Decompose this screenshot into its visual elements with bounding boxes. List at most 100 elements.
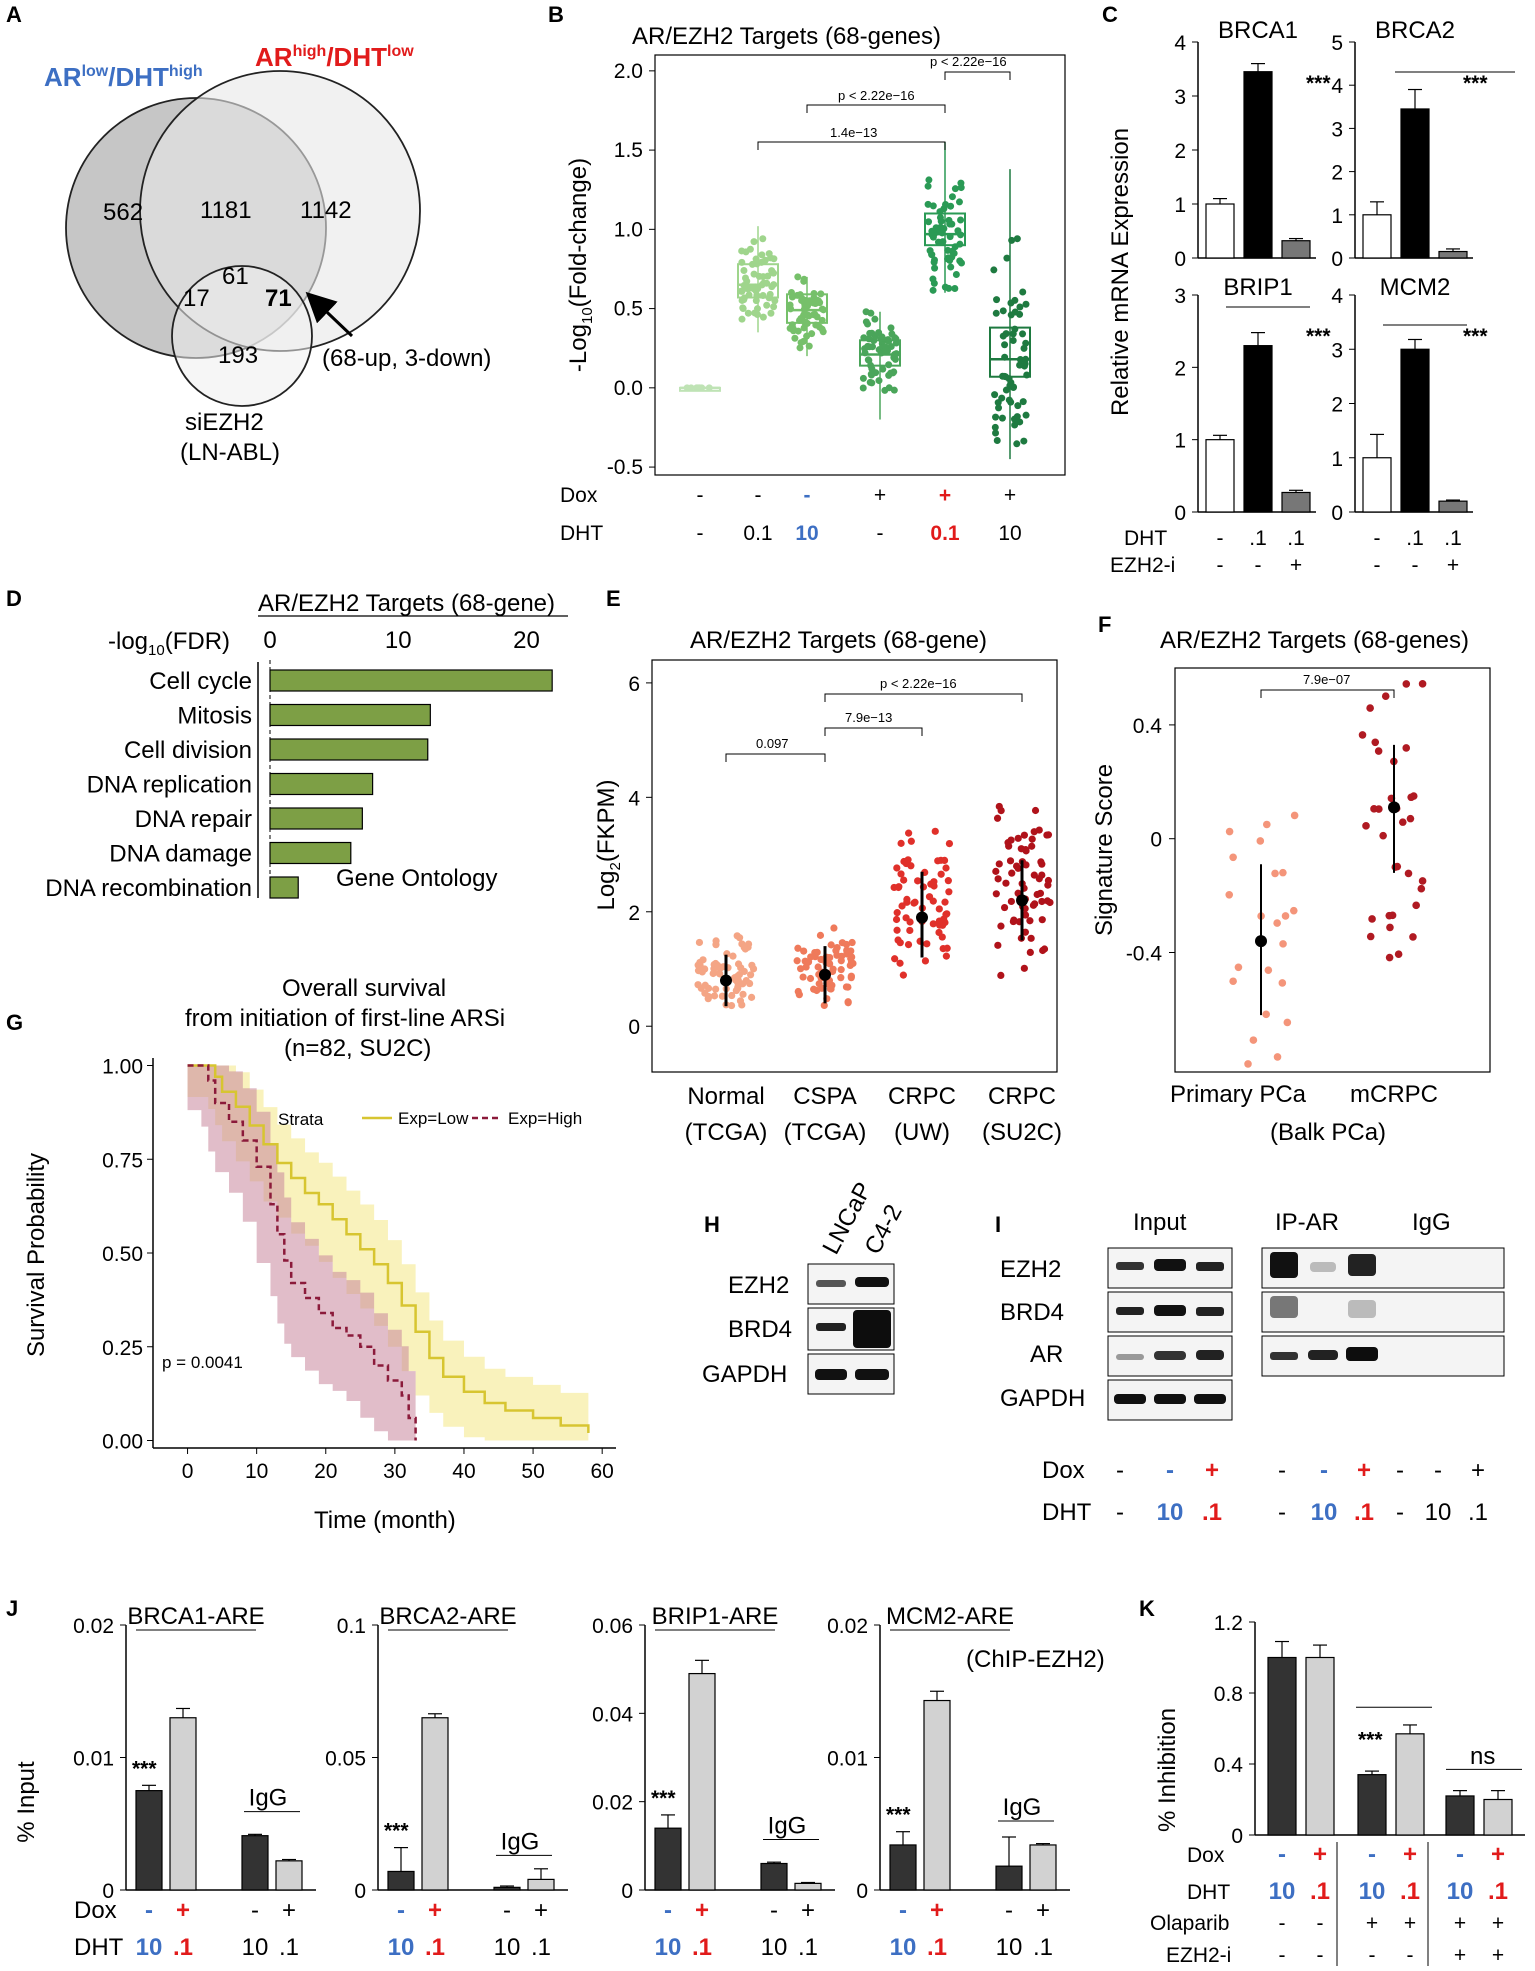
box-point [937,217,945,225]
panel-i-dht-label: 10 [1311,1499,1338,1526]
panel-j-ytick-label: 0.02 [592,1792,633,1815]
band-i-input-gapdh-3 [1194,1394,1226,1404]
panel-d-bar [269,876,299,899]
panel-f-points [1225,680,1427,1068]
panel-e-point [945,840,954,848]
panel-f-point [1262,1010,1270,1019]
box-point [770,255,778,263]
panel-f-point [1379,831,1387,840]
panel-c-gene-title: BRIP1 [1223,274,1292,301]
panel-e-point [1037,858,1045,866]
panel-k-ezh2i-label: + [1454,1944,1466,1967]
band-i-input-gapdh-1 [1114,1394,1146,1404]
venn-count-71: 71 [265,285,292,312]
band-i-ip-brd4-1 [1270,1296,1298,1318]
panel-f-point [1279,940,1287,948]
panel-e-point [1035,875,1043,883]
panel-j-dht-label: .1 [692,1934,712,1961]
panel-j-bar [794,1882,822,1891]
panel-g-title-2: from initiation of first-line ARSi [185,1005,505,1032]
panel-k-plot: 0 0.4 0.8 1.2 *** ns [1214,1612,1525,1848]
panel-e-point [830,924,838,932]
panel-e-point [940,856,949,865]
panel-c-dht-label: - [1374,527,1381,550]
panel-c-ytick-label: 1 [1174,194,1186,217]
panel-e-point [927,880,935,888]
panel-e-point [747,993,756,1001]
panel-e-point [701,965,709,973]
panel-d-category-label: Cell division [124,737,252,764]
panel-e-point [799,973,807,981]
box-point [944,246,952,254]
panel-k-row-dht: DHT [1187,1881,1230,1904]
panel-e-point [1044,831,1053,839]
panel-b-dht-label: 10 [795,522,818,545]
panel-e-point [910,899,918,907]
panel-b-dox-label: + [939,484,951,507]
panel-f-bracket [1260,689,1395,698]
panel-c-ytick-label: 0 [1331,502,1343,525]
panel-g-axes: 0.00 0.25 0.50 0.75 1.00 0 10 20 30 40 50 60 [102,1056,616,1483]
panel-e-point [739,990,747,998]
panel-c-bar [1400,108,1430,259]
panel-j-sig: *** [384,1820,409,1843]
panel-i-dht-label: 10 [1425,1499,1452,1526]
panel-c-ezh2i-label: - [1217,554,1224,577]
panel-j-subplot-0: 00.010.02 BRCA1-ARE-10+.1-10+.1***IgG [73,1603,316,1961]
panel-e-point [1006,857,1015,865]
panel-e-point [740,967,748,976]
panel-b: B AR/EZH2 Targets (68-genes) -Log10(Fold… [548,2,1066,545]
panel-b-bracket-3 [944,71,1011,80]
panel-e-point [1002,879,1010,887]
box-point [951,185,959,193]
box-iqr [989,326,1031,378]
panel-b-boxes [679,142,1031,460]
box-point [990,266,998,274]
panel-d: D AR/EZH2 Targets (68-gene) -log10(FDR) … [6,586,568,902]
box-point [1009,336,1017,344]
panel-e-point [904,856,912,864]
panel-e-point [747,971,755,979]
panel-g-curves [187,1064,590,1441]
panel-j-bar [169,1717,197,1891]
panel-j-bar [135,1790,163,1891]
panel-k-bar [1445,1795,1475,1836]
panel-j-dox-label: - [899,1897,907,1924]
box-point [871,315,879,323]
box-point [875,377,883,385]
band-i-input-ezh2-2 [1154,1259,1186,1271]
box-point [999,332,1007,340]
panel-e-point [694,981,702,989]
panel-d-bar [269,841,352,865]
panel-label-d: D [6,586,22,611]
panel-b-ytick-label: 1.5 [614,139,643,162]
panel-c-ytick-label: 3 [1331,118,1343,141]
box-point [758,251,766,259]
panel-j-igg-label: IgG [768,1813,807,1840]
box-point [750,285,758,293]
panel-g-x-label: Time (month) [314,1507,456,1534]
panel-c-ytick-label: 4 [1174,32,1186,55]
panel-j-dox-label: - [770,1897,778,1924]
panel-e-point [894,883,903,892]
panel-j-dox-row-label: Dox [74,1897,117,1924]
panel-f-group-1: Primary PCa [1170,1081,1307,1108]
box-point [759,235,767,243]
panel-e-point [1021,928,1029,936]
panel-h-row-ezh2: EZH2 [728,1272,789,1299]
panel-e-point [1022,861,1030,869]
panel-c-ytick-label: 2 [1174,140,1186,163]
panel-f-point [1393,862,1402,871]
panel-a: A ARlow/DHThigh ARhigh/DHTlow 562 1181 1… [6,2,491,466]
panel-j-dht-label: .1 [279,1934,299,1961]
box-point [800,337,808,345]
panel-c-subplot-brca2: 0 1 2 3 4 5 BRCA2 *** [1331,17,1515,271]
panel-e-point [827,941,835,949]
band-i-input-ezh2-3 [1196,1262,1224,1271]
band-h-gapdh-1 [815,1369,847,1380]
panel-c-ytick-label: 2 [1174,357,1186,380]
panel-k-ezh2i-label: + [1492,1944,1504,1967]
panel-label-j: J [6,1596,18,1621]
panel-c-ytick-label: 4 [1331,75,1343,98]
panel-e-title: AR/EZH2 Targets (68-gene) [690,627,987,654]
